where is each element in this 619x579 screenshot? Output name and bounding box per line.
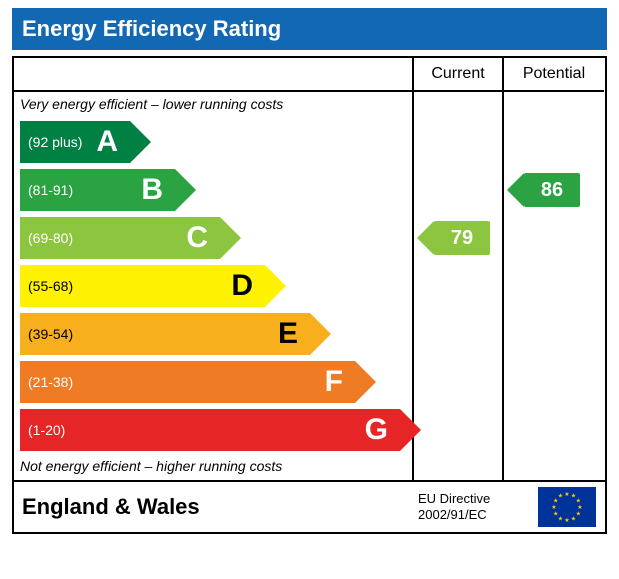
band-range: (92 plus) bbox=[28, 134, 82, 150]
band-row-f: (21-38) F bbox=[14, 358, 412, 406]
footer-region: England & Wales bbox=[14, 482, 414, 532]
potential-column: 86 bbox=[504, 92, 604, 480]
band-range: (39-54) bbox=[28, 326, 73, 342]
svg-text:★: ★ bbox=[551, 504, 556, 511]
svg-text:★: ★ bbox=[558, 515, 563, 522]
band-letter: E bbox=[278, 319, 298, 349]
band-range: (21-38) bbox=[28, 374, 73, 390]
caption-top: Very energy efficient – lower running co… bbox=[14, 92, 412, 118]
potential-pointer: 86 bbox=[524, 173, 580, 207]
header-potential: Potential bbox=[504, 58, 604, 92]
header-blank bbox=[14, 58, 414, 92]
chart-body: Very energy efficient – lower running co… bbox=[14, 92, 605, 480]
band-e: (39-54) E bbox=[20, 313, 310, 355]
column-header-row: Current Potential bbox=[14, 58, 605, 92]
footer-right: EU Directive 2002/91/EC ★★★★★★★★★★★★ bbox=[414, 482, 604, 532]
title-bar: Energy Efficiency Rating bbox=[12, 8, 607, 50]
header-current: Current bbox=[414, 58, 504, 92]
svg-text:★: ★ bbox=[576, 511, 581, 518]
band-g: (1-20) G bbox=[20, 409, 400, 451]
directive-line1: EU Directive bbox=[418, 491, 490, 507]
eu-directive-text: EU Directive 2002/91/EC bbox=[418, 491, 490, 522]
current-column: 79 bbox=[414, 92, 504, 480]
footer-row: England & Wales EU Directive 2002/91/EC … bbox=[14, 480, 605, 532]
band-row-a: (92 plus) A bbox=[14, 118, 412, 166]
epc-chart: Current Potential Very energy efficient … bbox=[12, 56, 607, 534]
svg-text:★: ★ bbox=[576, 498, 581, 505]
band-range: (55-68) bbox=[28, 278, 73, 294]
band-row-g: (1-20) G bbox=[14, 406, 412, 454]
svg-text:★: ★ bbox=[564, 517, 569, 524]
band-a: (92 plus) A bbox=[20, 121, 130, 163]
band-row-c: (69-80) C bbox=[14, 214, 412, 262]
current-value: 79 bbox=[451, 227, 473, 250]
band-range: (81-91) bbox=[28, 182, 73, 198]
band-row-b: (81-91) B bbox=[14, 166, 412, 214]
potential-value: 86 bbox=[541, 179, 563, 202]
band-letter: A bbox=[96, 127, 118, 157]
band-letter: F bbox=[325, 367, 343, 397]
band-range: (1-20) bbox=[28, 422, 65, 438]
caption-bottom: Not energy efficient – higher running co… bbox=[14, 454, 412, 480]
band-b: (81-91) B bbox=[20, 169, 175, 211]
band-row-d: (55-68) D bbox=[14, 262, 412, 310]
current-pointer: 79 bbox=[434, 221, 490, 255]
eu-flag-icon: ★★★★★★★★★★★★ bbox=[538, 487, 596, 527]
band-range: (69-80) bbox=[28, 230, 73, 246]
bands-column: Very energy efficient – lower running co… bbox=[14, 92, 414, 480]
band-letter: G bbox=[365, 415, 388, 445]
band-row-e: (39-54) E bbox=[14, 310, 412, 358]
band-f: (21-38) F bbox=[20, 361, 355, 403]
svg-text:★: ★ bbox=[571, 515, 576, 522]
band-letter: B bbox=[141, 175, 163, 205]
band-d: (55-68) D bbox=[20, 265, 265, 307]
svg-text:★: ★ bbox=[577, 504, 582, 511]
band-c: (69-80) C bbox=[20, 217, 220, 259]
svg-text:★: ★ bbox=[558, 493, 563, 500]
band-letter: D bbox=[231, 271, 253, 301]
svg-text:★: ★ bbox=[564, 491, 569, 498]
directive-line2: 2002/91/EC bbox=[418, 507, 490, 523]
svg-text:★: ★ bbox=[553, 511, 558, 518]
band-letter: C bbox=[186, 223, 208, 253]
